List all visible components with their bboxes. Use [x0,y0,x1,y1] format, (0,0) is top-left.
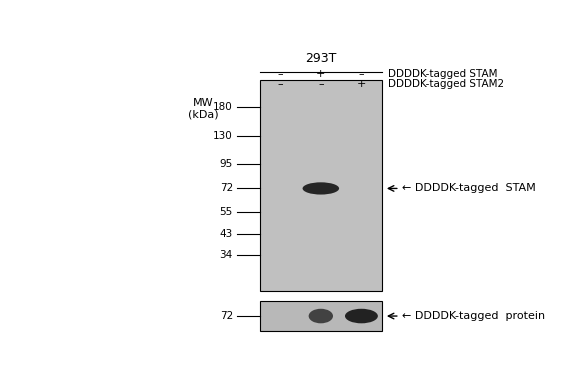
Text: 72: 72 [219,183,233,194]
Text: DDDDK-tagged STAM: DDDDK-tagged STAM [389,70,498,79]
Text: 43: 43 [219,229,233,239]
Text: –: – [318,79,324,89]
Text: MW
(kDa): MW (kDa) [188,98,219,119]
Text: +: + [357,79,366,89]
Bar [260,302,382,331]
Text: ← DDDDK-tagged  STAM: ← DDDDK-tagged STAM [402,183,536,194]
Text: 130: 130 [213,131,233,141]
Text: –: – [359,70,364,79]
Text: 180: 180 [213,102,233,112]
Bar [260,80,382,291]
Text: DDDDK-tagged STAM2: DDDDK-tagged STAM2 [389,79,505,89]
Text: –: – [278,70,283,79]
Text: 95: 95 [219,159,233,169]
Text: 293T: 293T [305,52,336,65]
Text: 72: 72 [219,311,233,321]
Text: ← DDDDK-tagged  protein: ← DDDDK-tagged protein [402,311,545,321]
Text: –: – [278,79,283,89]
Ellipse shape [308,309,333,323]
Ellipse shape [303,182,339,195]
Text: 34: 34 [219,250,233,260]
Text: 55: 55 [219,208,233,217]
Ellipse shape [345,309,378,323]
Text: +: + [316,70,325,79]
